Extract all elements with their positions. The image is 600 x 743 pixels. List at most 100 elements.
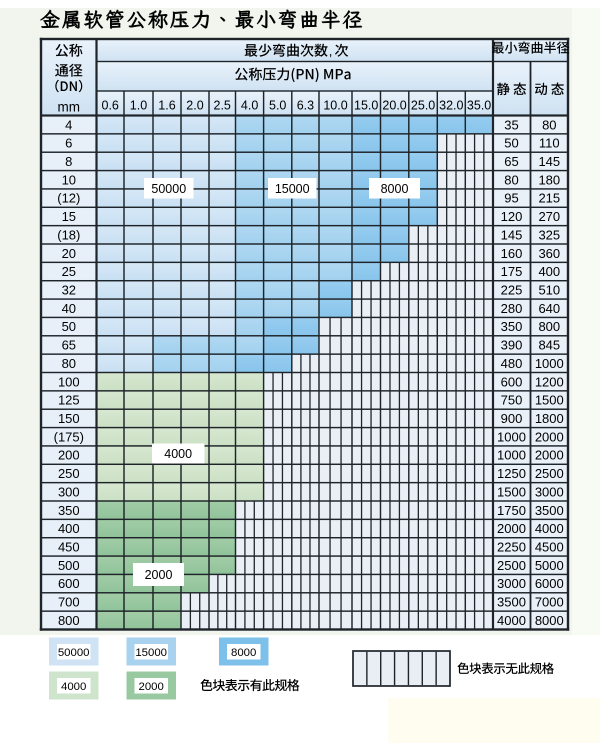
svg-text:15000: 15000 [135,647,167,659]
svg-text:1750: 1750 [497,503,526,518]
svg-text:600: 600 [58,576,80,591]
svg-text:50: 50 [504,136,518,151]
svg-text:50000: 50000 [58,647,90,659]
svg-text:800: 800 [58,613,80,628]
svg-text:25: 25 [62,264,76,279]
svg-text:2.0: 2.0 [186,98,203,112]
svg-text:80: 80 [542,117,556,132]
svg-text:1.0: 1.0 [130,98,147,112]
svg-text:15.0: 15.0 [354,98,378,112]
svg-text:2000: 2000 [535,448,564,463]
svg-text:1250: 1250 [497,466,526,481]
svg-text:1000: 1000 [497,448,526,463]
svg-text:6.3: 6.3 [297,98,314,112]
svg-text:20.0: 20.0 [382,98,406,112]
svg-text:,: , [329,44,333,59]
svg-text:270: 270 [538,209,560,224]
svg-text:325: 325 [538,227,560,242]
svg-text:125: 125 [58,393,80,408]
svg-text:215: 215 [538,191,560,206]
svg-text:7000: 7000 [535,595,564,610]
svg-text:160: 160 [501,246,523,261]
svg-text:175: 175 [501,264,523,279]
svg-text:750: 750 [501,393,523,408]
svg-text:280: 280 [501,301,523,316]
svg-text:15: 15 [62,209,76,224]
svg-text:2000: 2000 [535,429,564,444]
svg-text:(12): (12) [57,191,80,206]
svg-text:1.6: 1.6 [158,98,175,112]
svg-text:150: 150 [58,411,80,426]
svg-text:80: 80 [62,356,76,371]
svg-text:4000: 4000 [535,521,564,536]
svg-text:(175): (175) [54,429,84,444]
svg-text:145: 145 [501,227,523,242]
svg-text:4000: 4000 [164,447,192,461]
svg-text:2250: 2250 [497,540,526,555]
svg-text:8000: 8000 [381,182,409,196]
svg-text:4.0: 4.0 [241,98,258,112]
svg-text:1000: 1000 [497,429,526,444]
svg-text:(18): (18) [57,227,80,242]
svg-text:0.6: 0.6 [102,98,119,112]
svg-text:800: 800 [538,319,560,334]
svg-text:225: 225 [501,283,523,298]
svg-text:3000: 3000 [497,576,526,591]
svg-text:360: 360 [538,246,560,261]
svg-text:4500: 4500 [535,540,564,555]
svg-text:10: 10 [62,172,76,187]
svg-text:900: 900 [501,411,523,426]
svg-text:8: 8 [65,154,72,169]
svg-text:350: 350 [501,319,523,334]
svg-text:4: 4 [65,117,72,132]
svg-text:2500: 2500 [497,558,526,573]
svg-text:2000: 2000 [139,681,164,693]
svg-text:40: 40 [62,301,76,316]
svg-text:1200: 1200 [535,374,564,389]
svg-text:700: 700 [58,595,80,610]
svg-text:95: 95 [504,191,518,206]
svg-text:100: 100 [58,374,80,389]
svg-text:145: 145 [538,154,560,169]
svg-text:32: 32 [62,283,76,298]
svg-text:15000: 15000 [275,182,310,196]
svg-text:2000: 2000 [497,521,526,536]
svg-text:35: 35 [504,117,518,132]
svg-text:110: 110 [539,136,560,151]
svg-text:250: 250 [58,466,80,481]
svg-text:600: 600 [501,374,523,389]
svg-text:5000: 5000 [535,558,564,573]
svg-text:35.0: 35.0 [467,98,491,112]
svg-text:350: 350 [58,503,80,518]
svg-text:3500: 3500 [497,595,526,610]
svg-text:400: 400 [58,521,80,536]
svg-text:1500: 1500 [497,484,526,499]
svg-text:6000: 6000 [535,576,564,591]
svg-text:4000: 4000 [497,613,526,628]
svg-text:2000: 2000 [145,568,173,582]
svg-text:25.0: 25.0 [411,98,435,112]
svg-text:2.5: 2.5 [214,98,231,112]
svg-text:845: 845 [538,338,560,353]
svg-text:65: 65 [504,154,518,169]
svg-text:450: 450 [58,540,80,555]
svg-text:5.0: 5.0 [269,98,286,112]
svg-text:4000: 4000 [61,681,86,693]
svg-text:10.0: 10.0 [323,98,347,112]
svg-text:32.0: 32.0 [439,98,463,112]
svg-text:2500: 2500 [535,466,564,481]
svg-text:1500: 1500 [535,393,564,408]
svg-text:6: 6 [65,136,72,151]
svg-text:120: 120 [501,209,523,224]
svg-text:8000: 8000 [231,647,256,659]
svg-text:20: 20 [62,246,76,261]
svg-text:1800: 1800 [535,411,564,426]
svg-text:180: 180 [538,172,560,187]
svg-text:3500: 3500 [535,503,564,518]
svg-text:390: 390 [501,338,523,353]
svg-text:65: 65 [62,338,76,353]
svg-text:1000: 1000 [535,356,564,371]
svg-text:50000: 50000 [151,182,186,196]
svg-text:400: 400 [538,264,560,279]
svg-text:80: 80 [504,172,518,187]
